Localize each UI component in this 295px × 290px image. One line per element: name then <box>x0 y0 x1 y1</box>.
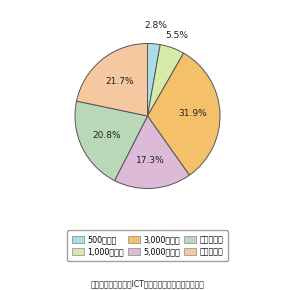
Text: 31.9%: 31.9% <box>178 109 207 118</box>
Wedge shape <box>75 101 148 181</box>
Text: 21.7%: 21.7% <box>105 77 134 86</box>
Text: 20.8%: 20.8% <box>93 131 121 140</box>
Wedge shape <box>148 45 183 116</box>
Text: 2.8%: 2.8% <box>144 21 167 30</box>
Legend: 500円未満, 1,000円未満, 3,000円未満, 5,000円未満, １万円未満, １万円以上: 500円未満, 1,000円未満, 3,000円未満, 5,000円未満, １万… <box>67 231 228 261</box>
Wedge shape <box>114 116 189 188</box>
Text: 17.3%: 17.3% <box>136 156 165 165</box>
Text: （出典）「消費者のICTネットワーク利用状況調査」: （出典）「消費者のICTネットワーク利用状況調査」 <box>91 280 204 289</box>
Wedge shape <box>148 53 220 175</box>
Wedge shape <box>148 44 160 116</box>
Text: 5.5%: 5.5% <box>165 31 188 40</box>
Wedge shape <box>77 44 148 116</box>
